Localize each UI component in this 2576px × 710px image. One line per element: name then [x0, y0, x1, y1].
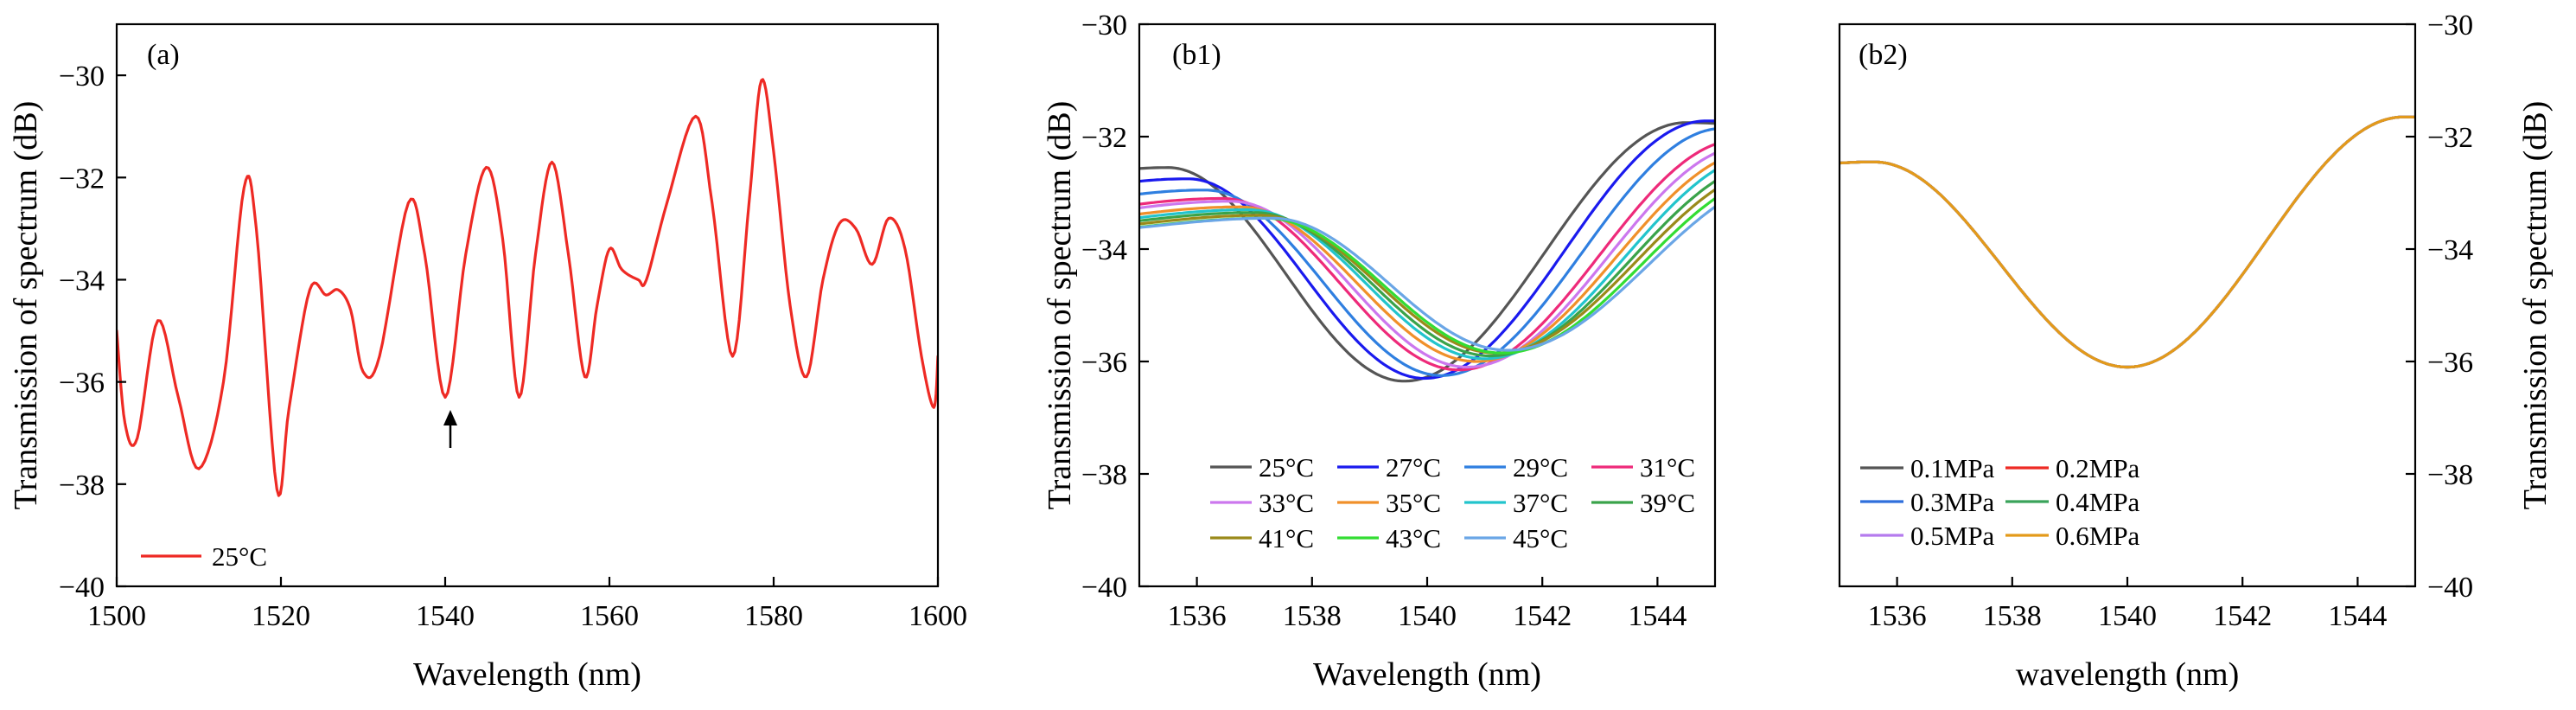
x-tick-label: 1560 — [580, 600, 639, 632]
x-tick-label: 1538 — [1283, 600, 1342, 632]
series-line-39c — [1139, 179, 1715, 358]
panel-b2-y-ticks: −40 −38 −36 −34 −32 −30 — [2406, 10, 2473, 604]
legend-label-37c: 37°C — [1513, 488, 1568, 518]
x-tick-label: 1540 — [1398, 600, 1457, 632]
panel-b1-x-axis-title: Wavelength (nm) — [1313, 656, 1541, 693]
x-tick-label: 1542 — [2213, 600, 2272, 632]
panel-a: 1500 1520 1540 1560 1580 1600 −40 −38 −36 −34 −32… — [8, 22, 967, 693]
y-tick-label: −38 — [59, 470, 105, 502]
panel-b1-x-ticks: 1536 1538 1540 1542 1544 — [1168, 577, 1687, 632]
x-tick-label: 1540 — [416, 600, 475, 632]
y-tick-label: −36 — [1081, 347, 1127, 379]
panel-b1-y-ticks: −40 −38 −36 −34 −32 −30 — [1081, 10, 1149, 604]
y-tick-label: −32 — [1081, 122, 1127, 154]
y-tick-label: −30 — [59, 61, 105, 93]
panel-b1: 1536 1538 1540 1542 1544 −40−38−36−34−32−30 … — [1042, 10, 1717, 693]
legend-label-25c: 25°C — [212, 541, 267, 572]
legend-label-0-3mpa: 0.3MPa — [1910, 487, 1995, 517]
panel-b2-legend: 0.1MPa 0.2MPa 0.3MPa 0.4MPa 0.5MPa 0.6MPa — [1860, 453, 2140, 551]
y-tick-label: −30 — [2427, 10, 2473, 42]
legend-label-29c: 29°C — [1513, 452, 1568, 483]
y-tick-label: −40 — [1081, 572, 1127, 604]
panel-a-x-axis-title: Wavelength (nm) — [413, 656, 641, 693]
y-tick-label: −34 — [1081, 234, 1127, 266]
panel-b1-label: (b1) — [1172, 39, 1221, 71]
panel-b2-label: (b2) — [1859, 39, 1908, 71]
panel-b2-x-ticks: 1536 1538 1540 1542 1544 — [1868, 577, 2387, 632]
y-tick-label: −34 — [2427, 234, 2473, 266]
panel-a-arrow-annotation — [443, 410, 457, 448]
y-tick-label: −36 — [59, 368, 105, 400]
panel-b1-y-axis-title: Transmission of spectrum (dB) — [1042, 101, 1078, 510]
panel-a-legend: 25°C — [141, 541, 267, 572]
x-tick-label: 1500 — [87, 600, 146, 632]
legend-label-0-2mpa: 0.2MPa — [2056, 453, 2140, 483]
x-tick-label: 1540 — [2098, 600, 2157, 632]
panel-a-y-axis-title: Transmission of spectrum (dB) — [8, 101, 44, 510]
panel-a-label: (a) — [147, 39, 180, 71]
legend-label-43c: 43°C — [1386, 523, 1441, 553]
legend-label-45c: 45°C — [1513, 523, 1568, 553]
legend-label-31c: 31°C — [1640, 452, 1695, 483]
panel-a-series-layer — [117, 78, 938, 497]
series-line-33c — [1139, 151, 1715, 369]
x-tick-label: 1538 — [1983, 600, 2042, 632]
x-tick-label: 1536 — [1168, 600, 1227, 632]
series-line-35c — [1139, 161, 1715, 363]
y-tick-label: −34 — [59, 265, 105, 297]
series-line-45c — [1139, 205, 1715, 352]
legend-label-35c: 35°C — [1386, 488, 1441, 518]
legend-label-41c: 41°C — [1259, 523, 1314, 553]
series-line-25c — [117, 78, 938, 497]
x-tick-label: 1520 — [252, 600, 310, 632]
y-tick-label: −40 — [59, 572, 105, 604]
panel-b1-series-layer — [1139, 119, 1715, 383]
panel-b1-legend: 25°C 27°C 29°C 31°C 33°C 35°C 37°C 39°C 41°C 43°C… — [1210, 452, 1695, 553]
panel-b2-x-axis-title: wavelength (nm) — [2016, 656, 2240, 693]
y-tick-label: −32 — [2427, 122, 2473, 154]
x-tick-label: 1544 — [1628, 600, 1687, 632]
legend-label-0-4mpa: 0.4MPa — [2056, 487, 2140, 517]
x-tick-label: 1536 — [1868, 600, 1927, 632]
legend-label-27c: 27°C — [1386, 452, 1441, 483]
legend-label-0-5mpa: 0.5MPa — [1910, 521, 1995, 551]
x-tick-label: 1542 — [1513, 600, 1572, 632]
series-line-0-6mpa — [1840, 115, 2415, 369]
panel-b2-series-layer — [1840, 115, 2415, 369]
panel-a-frame — [115, 22, 940, 588]
y-tick-label: −32 — [59, 163, 105, 195]
legend-label-39c: 39°C — [1640, 488, 1695, 518]
legend-label-0-6mpa: 0.6MPa — [2056, 521, 2140, 551]
series-line-29c — [1139, 127, 1715, 377]
y-tick-label: −36 — [2427, 347, 2473, 379]
y-tick-label: −38 — [2427, 459, 2473, 491]
panel-b2: 1536 1538 1540 1542 1544 −40−38−36−34−32−30 … — [1838, 10, 2554, 693]
legend-label-25c: 25°C — [1259, 452, 1314, 483]
panel-a-y-ticks: −40 −38 −36 −34 −32 −30 — [59, 61, 126, 604]
y-tick-label: −40 — [2427, 572, 2473, 604]
legend-label-0-1mpa: 0.1MPa — [1910, 453, 1995, 483]
series-line-41c — [1139, 188, 1715, 355]
arrow-head — [443, 410, 457, 425]
x-tick-label: 1580 — [744, 600, 803, 632]
legend-label-33c: 33°C — [1259, 488, 1314, 518]
panel-a-x-ticks: 1500 1520 1540 1560 1580 1600 — [87, 577, 967, 632]
series-line-31c — [1139, 143, 1715, 372]
panel-b2-y-axis-title: Transmission of spectrum (dB) — [2517, 101, 2554, 510]
series-line-37c — [1139, 169, 1715, 361]
y-tick-label: −38 — [1081, 459, 1127, 491]
x-tick-label: 1600 — [909, 600, 967, 632]
y-tick-label: −30 — [1081, 10, 1127, 42]
x-tick-label: 1544 — [2328, 600, 2387, 632]
